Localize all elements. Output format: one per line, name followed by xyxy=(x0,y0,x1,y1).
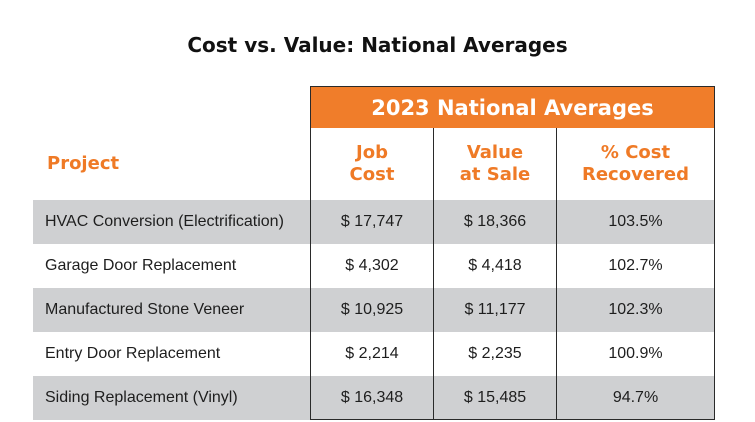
table-row: Manufactured Stone Veneer $ 10,925 $ 11,… xyxy=(33,288,715,332)
cost-recovered-value: 100.9% xyxy=(556,332,715,376)
table-row: HVAC Conversion (Electrification) $ 17,7… xyxy=(33,200,715,244)
cost-recovered-value: 102.3% xyxy=(556,288,715,332)
project-name: HVAC Conversion (Electrification) xyxy=(33,200,310,244)
cost-recovered-value: 102.7% xyxy=(556,244,715,288)
project-name: Manufactured Stone Veneer xyxy=(33,288,310,332)
job-cost-value: $ 10,925 xyxy=(310,288,433,332)
column-header-row: Project Job Cost Value at Sale % Cost Re… xyxy=(33,128,715,200)
chart-title: Cost vs. Value: National Averages xyxy=(187,33,568,57)
cost-value-table: 2023 National Averages Project Job Cost … xyxy=(33,86,715,420)
project-name: Siding Replacement (Vinyl) xyxy=(33,376,310,420)
table-row: Entry Door Replacement $ 2,214 $ 2,235 1… xyxy=(33,332,715,376)
table-row: Garage Door Replacement $ 4,302 $ 4,418 … xyxy=(33,244,715,288)
value-at-sale-value: $ 4,418 xyxy=(433,244,556,288)
column-header-cost-recovered: % Cost Recovered xyxy=(556,128,715,200)
column-header-value-at-sale: Value at Sale xyxy=(433,128,556,200)
cost-recovered-value: 94.7% xyxy=(556,376,715,420)
group-header-row: 2023 National Averages xyxy=(33,86,715,128)
value-at-sale-value: $ 2,235 xyxy=(433,332,556,376)
column-header-project: Project xyxy=(47,153,120,174)
value-at-sale-value: $ 18,366 xyxy=(433,200,556,244)
table-row: Siding Replacement (Vinyl) $ 16,348 $ 15… xyxy=(33,376,715,420)
value-at-sale-value: $ 11,177 xyxy=(433,288,556,332)
project-name: Entry Door Replacement xyxy=(45,345,221,362)
job-cost-value: $ 2,214 xyxy=(310,332,433,376)
column-header-job-cost: Job Cost xyxy=(310,128,433,200)
project-name: Garage Door Replacement xyxy=(45,257,237,274)
job-cost-value: $ 4,302 xyxy=(310,244,433,288)
group-header-spacer xyxy=(33,86,310,128)
cost-recovered-value: 103.5% xyxy=(556,200,715,244)
group-header: 2023 National Averages xyxy=(310,86,715,128)
value-at-sale-value: $ 15,485 xyxy=(433,376,556,420)
job-cost-value: $ 17,747 xyxy=(310,200,433,244)
job-cost-value: $ 16,348 xyxy=(310,376,433,420)
